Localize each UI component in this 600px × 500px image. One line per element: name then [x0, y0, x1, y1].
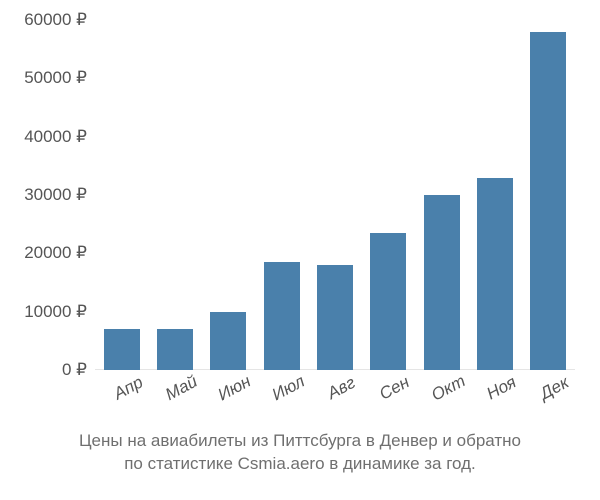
bar — [317, 265, 353, 370]
x-tick-label: Авг — [324, 373, 359, 404]
bar — [157, 329, 193, 370]
bar — [477, 178, 513, 371]
caption-line-1: Цены на авиабилеты из Питтсбурга в Денве… — [0, 430, 600, 453]
y-tick-label: 60000 ₽ — [24, 10, 87, 30]
chart-caption: Цены на авиабилеты из Питтсбурга в Денве… — [0, 430, 600, 476]
y-tick-label: 40000 ₽ — [24, 127, 87, 147]
x-tick-label: Июл — [268, 372, 308, 406]
x-tick-label: Июн — [215, 371, 255, 405]
caption-line-2: по статистике Csmia.aero в динамике за г… — [0, 453, 600, 476]
y-tick-label: 10000 ₽ — [24, 302, 87, 322]
y-tick-label: 30000 ₽ — [24, 185, 87, 205]
y-tick-label: 50000 ₽ — [24, 68, 87, 88]
bar — [530, 32, 566, 370]
x-tick-label: Ноя — [483, 372, 519, 404]
price-chart: 0 ₽ 10000 ₽ 20000 ₽ 30000 ₽ 40000 ₽ 50000 ₽ 60… — [0, 0, 600, 500]
bar — [104, 329, 140, 370]
bar — [264, 262, 300, 370]
x-tick-label: Окт — [428, 371, 469, 405]
x-tick-label: Дек — [537, 373, 572, 404]
bar — [210, 312, 246, 370]
plot-area: 0 ₽10000 ₽20000 ₽30000 ₽40000 ₽50000 ₽60… — [95, 20, 575, 370]
y-tick-label: 0 ₽ — [62, 360, 87, 380]
bar — [424, 195, 460, 370]
x-tick-label: Май — [162, 372, 201, 405]
x-tick-label: Сен — [376, 372, 413, 404]
bar — [370, 233, 406, 370]
x-tick-label: Апр — [110, 372, 146, 404]
y-tick-label: 20000 ₽ — [24, 243, 87, 263]
